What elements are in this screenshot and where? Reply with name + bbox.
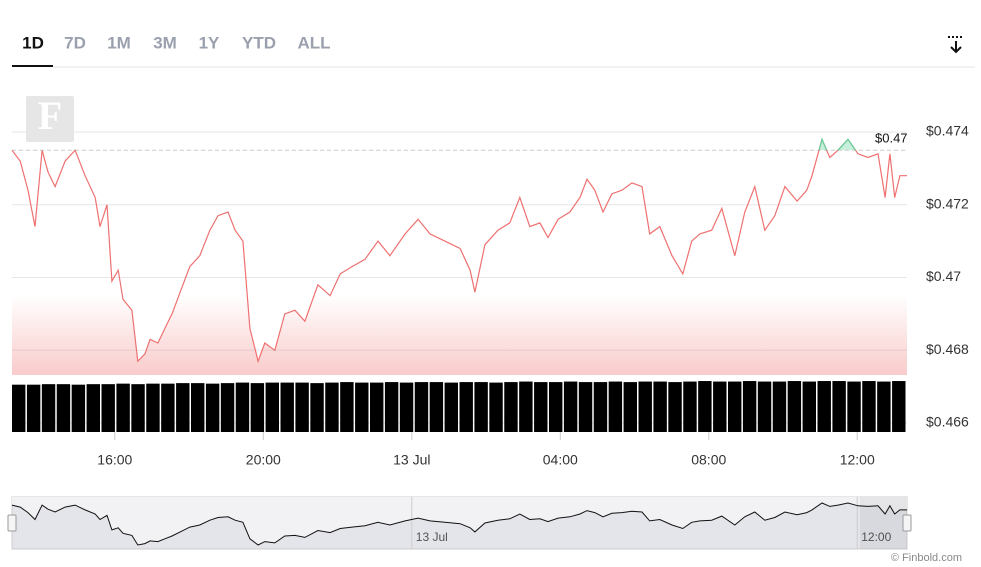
volume-bar <box>772 381 787 432</box>
x-tick-label: 16:00 <box>97 452 132 468</box>
navigator-label: 12:00 <box>861 530 891 544</box>
volume-bar <box>161 383 175 432</box>
volume-bar <box>474 382 488 432</box>
credit: © Finbold.com <box>891 552 962 564</box>
high-area <box>819 139 856 151</box>
volume-bar <box>877 381 891 432</box>
plot: $0.466 $0.468 $0.47 $0.472 $0.474 16:00 20:00 1… <box>7 123 969 550</box>
y-tick-label: $0.472 <box>926 195 969 211</box>
volume-bar <box>519 381 533 432</box>
volume-bar <box>429 382 444 432</box>
volume-bar <box>176 383 190 432</box>
volume-bar <box>832 381 846 432</box>
volume-bar <box>280 382 294 432</box>
volume-bar <box>862 381 876 432</box>
navigator-handle[interactable] <box>902 514 912 532</box>
low-area <box>12 139 907 375</box>
volume-bar <box>623 382 637 432</box>
volume-bar <box>802 381 816 432</box>
range-tab[interactable]: 1M <box>107 33 131 52</box>
volume-bar <box>146 383 160 432</box>
volume-bar <box>399 382 414 432</box>
range-tab[interactable]: 7D <box>64 33 86 52</box>
volume-bar <box>847 381 861 432</box>
volume-bar <box>653 381 667 432</box>
volume-bar <box>355 382 369 432</box>
x-tick-label: 04:00 <box>543 452 578 468</box>
volume-bar <box>220 383 235 432</box>
y-tick-label: $0.47 <box>926 268 961 284</box>
volume-bar <box>235 382 250 432</box>
volume-bar <box>608 381 623 432</box>
volume-bar <box>414 382 429 432</box>
volume-bar <box>116 383 130 432</box>
volume-bar <box>131 384 145 432</box>
volume-bar <box>638 381 652 432</box>
watermark-logo <box>26 96 74 142</box>
volume-bar <box>892 381 906 432</box>
volume-bar <box>340 382 354 432</box>
navigator-line <box>11 502 907 546</box>
volume-bar <box>71 384 86 432</box>
volume-bar <box>593 382 608 432</box>
volume-bar <box>384 382 399 432</box>
volume-bar <box>549 382 563 432</box>
x-tick-label: 13 Jul <box>393 452 430 468</box>
volume-bar <box>86 384 100 432</box>
volume-bar <box>459 382 473 432</box>
x-tick-label: 08:00 <box>691 452 726 468</box>
volume-bar <box>728 381 742 432</box>
volume-bar <box>757 381 772 432</box>
navigator-label: 13 Jul <box>416 530 448 544</box>
volume-bar <box>295 382 309 432</box>
navigator-mask <box>860 497 907 549</box>
reference-label: $0.47 <box>875 131 908 146</box>
volume-bar <box>250 383 265 432</box>
volume-bar <box>668 382 682 432</box>
volume-bar <box>56 384 71 432</box>
volume-bar <box>534 382 548 432</box>
volume-bar <box>101 384 115 432</box>
volume-bar <box>698 381 712 432</box>
y-tick-label: $0.468 <box>926 341 969 357</box>
volume-bar <box>578 382 593 432</box>
volume-bar <box>205 383 220 432</box>
volume-bar <box>713 381 727 432</box>
x-tick-label: 20:00 <box>246 452 281 468</box>
range-tab[interactable]: ALL <box>297 33 330 52</box>
volume-bar <box>26 384 41 432</box>
range-tab[interactable]: 1D <box>22 33 44 52</box>
price-line <box>11 137 907 364</box>
watermark-letter: F <box>38 93 62 138</box>
volume-bar <box>41 384 56 432</box>
volume-bar <box>787 381 802 432</box>
range-tab[interactable]: YTD <box>242 33 276 52</box>
download-button[interactable] <box>948 36 964 54</box>
volume-bar <box>817 381 831 432</box>
volume-bar <box>444 382 458 432</box>
volume-bar <box>563 381 578 432</box>
volume-bar <box>742 381 757 432</box>
volume-bar <box>310 383 324 432</box>
x-tick-label: 12:00 <box>840 452 875 468</box>
volume-bar <box>504 382 518 432</box>
y-tick-label: $0.474 <box>926 123 969 139</box>
navigator-handle[interactable] <box>7 514 17 532</box>
volume-bar <box>683 381 697 432</box>
volume-bar <box>12 384 26 432</box>
range-tab[interactable]: 1Y <box>199 33 220 52</box>
volume-bar <box>325 382 339 432</box>
volume-bar <box>489 382 503 432</box>
volume-bar <box>265 382 279 432</box>
volume-bar <box>370 382 384 432</box>
range-tab[interactable]: 3M <box>153 33 177 52</box>
navigator-above <box>12 497 907 545</box>
y-tick-label: $0.466 <box>926 414 969 430</box>
volume-bar <box>191 383 205 432</box>
range-tabs: 1D 7D 1M 3M 1Y YTD ALL <box>22 33 330 52</box>
